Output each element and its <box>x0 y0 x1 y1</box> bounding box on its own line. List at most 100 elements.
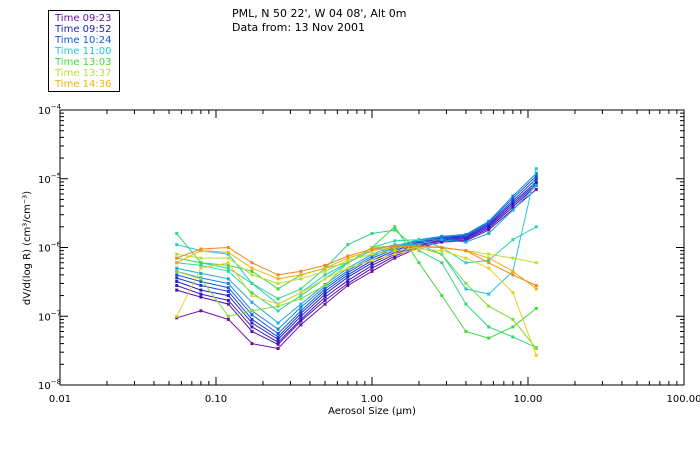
data-point <box>534 182 538 186</box>
y-tick-labels: 10−8 10−7 10−6 10−5 10−4 <box>38 103 62 392</box>
series-line <box>176 172 537 330</box>
series-line <box>176 245 537 349</box>
data-point <box>175 288 179 292</box>
data-point <box>175 316 179 320</box>
data-point <box>299 269 303 273</box>
series <box>175 244 538 288</box>
series <box>175 180 538 341</box>
data-point <box>199 309 203 313</box>
data-point <box>511 325 515 329</box>
series-line <box>176 245 537 286</box>
data-point <box>534 287 538 291</box>
data-point <box>417 247 421 251</box>
data-point <box>464 302 468 306</box>
data-point <box>175 276 179 280</box>
data-point <box>299 302 303 306</box>
data-point <box>175 280 179 284</box>
data-point <box>250 291 254 295</box>
data-point <box>346 271 350 275</box>
x-tick-label: 10.00 <box>514 394 543 405</box>
data-point <box>511 208 515 212</box>
data-point <box>175 266 179 270</box>
data-point <box>487 336 491 340</box>
legend-entry: Time 10:24 <box>55 35 112 46</box>
data-point <box>487 261 491 265</box>
data-point <box>250 321 254 325</box>
data-point <box>175 256 179 260</box>
series-line <box>176 175 537 335</box>
data-point <box>487 226 491 230</box>
data-point <box>250 269 254 273</box>
data-point <box>226 250 230 254</box>
data-point <box>175 314 179 318</box>
data-point <box>323 292 327 296</box>
data-point <box>250 317 254 321</box>
data-point <box>299 294 303 298</box>
data-point <box>464 249 468 253</box>
data-point <box>250 273 254 277</box>
data-point <box>250 325 254 329</box>
data-point <box>346 256 350 260</box>
data-point <box>276 327 280 331</box>
data-point <box>487 252 491 256</box>
data-point <box>393 249 397 253</box>
data-point <box>226 269 230 273</box>
series-line <box>176 245 537 290</box>
data-point <box>276 297 280 301</box>
data-date: Data from: 13 Nov 2001 <box>232 21 366 34</box>
data-point <box>299 323 303 327</box>
data-point <box>226 281 230 285</box>
data-point <box>511 291 515 295</box>
data-point <box>487 304 491 308</box>
data-point <box>250 342 254 346</box>
data-point <box>226 261 230 265</box>
series <box>175 183 538 325</box>
x-tick-label: 1.00 <box>361 394 383 405</box>
data-point <box>370 254 374 258</box>
data-point <box>511 269 515 273</box>
data-point <box>323 266 327 270</box>
data-point <box>276 342 280 346</box>
data-point <box>346 266 350 270</box>
data-point <box>511 205 515 209</box>
data-point <box>393 239 397 243</box>
data-point <box>250 261 254 265</box>
data-point <box>299 317 303 321</box>
series-line <box>176 229 537 349</box>
y-tick-label: 10−6 <box>38 241 62 255</box>
data-point <box>417 244 421 248</box>
x-tick-label: 100.00 <box>667 394 700 405</box>
data-point <box>440 238 444 242</box>
y-tick-label: 10−5 <box>38 172 61 186</box>
data-point <box>393 225 397 229</box>
y-axis-label: dV/d(log R) (cm³/cm⁻³) <box>22 191 33 305</box>
series <box>175 228 538 350</box>
data-point <box>464 240 468 244</box>
data-point <box>346 284 350 288</box>
data-point <box>370 247 374 251</box>
data-point <box>487 325 491 329</box>
data-point <box>511 256 515 260</box>
data-point <box>199 292 203 296</box>
data-point <box>346 254 350 258</box>
data-point <box>323 263 327 267</box>
data-point <box>226 252 230 256</box>
data-point <box>370 269 374 273</box>
data-point <box>534 187 538 191</box>
data-point <box>276 309 280 313</box>
data-point <box>250 313 254 317</box>
data-point <box>276 337 280 341</box>
data-point <box>393 254 397 258</box>
data-point <box>323 284 327 288</box>
data-point <box>323 273 327 277</box>
data-point <box>199 295 203 299</box>
y-tick-label: 10−8 <box>38 378 61 392</box>
data-point <box>276 332 280 336</box>
data-point <box>534 346 538 350</box>
data-point <box>440 252 444 256</box>
data-point <box>323 302 327 306</box>
data-point <box>464 261 468 265</box>
data-point <box>534 225 538 229</box>
data-point <box>199 284 203 288</box>
data-point <box>370 246 374 249</box>
